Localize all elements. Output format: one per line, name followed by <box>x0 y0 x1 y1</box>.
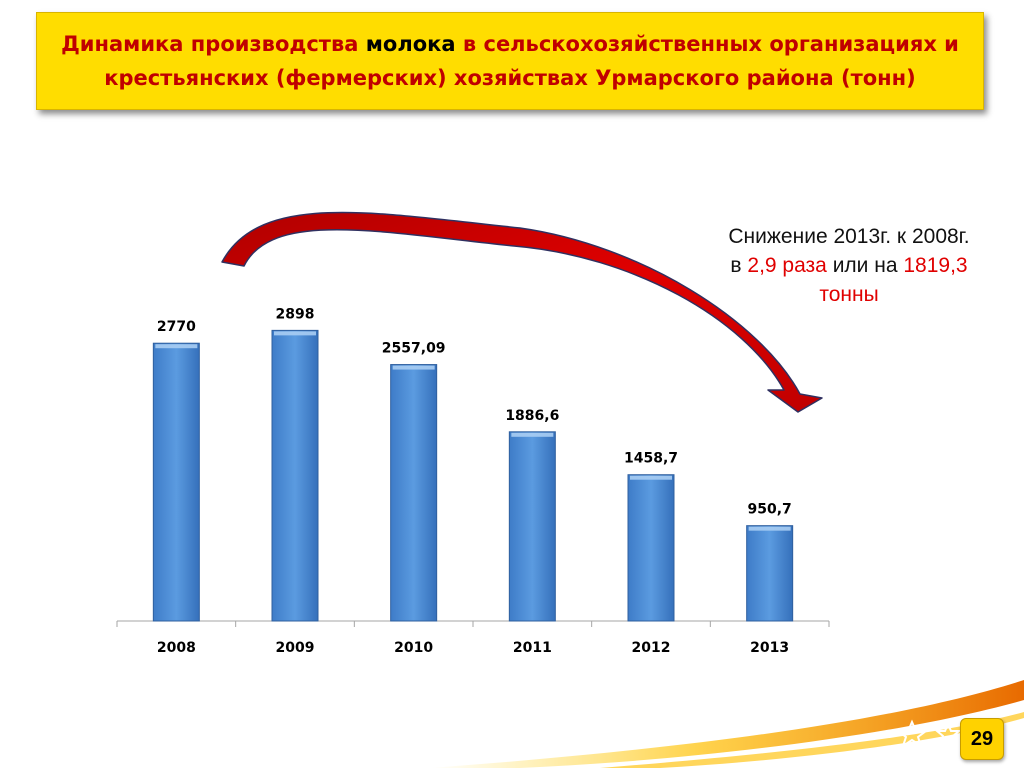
data-label: 1886,6 <box>505 408 559 424</box>
trend-arrow <box>221 211 823 413</box>
footer-swoosh <box>430 680 1024 768</box>
bar-2008 <box>152 342 200 622</box>
bar-2011 <box>508 431 556 622</box>
bar-highlight <box>274 331 316 336</box>
note-line-2: в 2,9 раза или на 1819,3 <box>690 251 1008 280</box>
title-part-1: Динамика производства <box>61 32 366 56</box>
bar-2010 <box>390 364 438 622</box>
x-tick-label: 2008 <box>157 640 196 656</box>
x-tick-label: 2011 <box>513 640 552 656</box>
star-icon <box>934 721 962 746</box>
bar-2013 <box>746 525 794 622</box>
data-label: 1458,7 <box>624 451 678 467</box>
slide-title: Динамика производства молока в сельскохо… <box>37 27 983 95</box>
data-label: 950,7 <box>748 502 792 518</box>
bar-highlight <box>630 475 672 480</box>
x-tick-label: 2010 <box>394 640 433 656</box>
page-number: 29 <box>960 718 1004 760</box>
bar-2012 <box>627 474 675 622</box>
note-line-1: Снижение 2013г. к 2008г. <box>728 225 970 248</box>
title-banner: Динамика производства молока в сельскохо… <box>36 12 984 110</box>
title-highlight: молока <box>365 32 456 56</box>
x-tick-label: 2009 <box>276 640 315 656</box>
data-label: 2898 <box>276 306 315 322</box>
title-part-2: в сельскохозяйственных организациях и кр… <box>104 32 959 90</box>
data-label: 2557,09 <box>382 341 446 357</box>
bar-2009 <box>271 329 319 622</box>
bar-highlight <box>748 526 791 531</box>
data-label: 2770 <box>157 319 196 335</box>
decline-note: Снижение 2013г. к 2008г. в 2,9 раза или … <box>690 222 1008 309</box>
x-tick-label: 2012 <box>632 640 671 656</box>
star-icon <box>895 719 929 749</box>
bar-highlight <box>392 365 435 370</box>
bar-highlight <box>511 432 554 437</box>
note-pre: в <box>730 254 748 277</box>
note-unit: тонны <box>819 283 879 306</box>
note-amount: 1819,3 <box>903 254 968 277</box>
bar-highlight <box>155 344 198 349</box>
note-ratio: 2,9 раза <box>747 254 827 277</box>
note-mid: или на <box>826 254 904 277</box>
x-tick-label: 2013 <box>750 640 789 656</box>
